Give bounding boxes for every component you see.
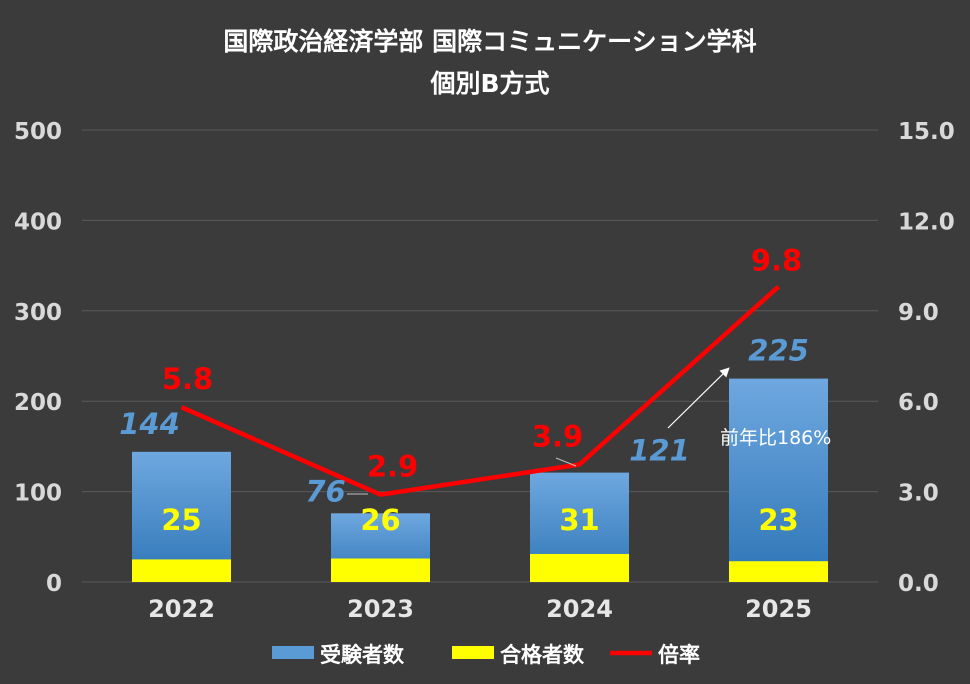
ratio-data-label: 3.9	[532, 419, 583, 453]
legend-swatch	[272, 646, 314, 659]
left-tick-label: 500	[14, 119, 62, 145]
legend-label: 合格者数	[500, 643, 585, 667]
category-label: 2025	[745, 595, 812, 623]
data-labels: 144 25 76 26 121 31 225 23 5.8 2.9 3.9 9.8	[119, 244, 809, 537]
right-tick-label: 12.0	[898, 209, 955, 235]
category-labels: 2022 2023 2024 2025	[148, 595, 812, 623]
passers-bar	[530, 553, 629, 582]
leader-line	[555, 457, 577, 467]
right-tick-label: 0.0	[898, 571, 939, 597]
legend: 受験者数 合格者数 倍率	[272, 643, 700, 667]
left-tick-label: 100	[14, 481, 62, 507]
legend-label: 倍率	[658, 643, 700, 667]
right-tick-label: 9.0	[898, 300, 939, 326]
annotation-label: 前年比186%	[720, 427, 831, 449]
category-label: 2024	[546, 595, 613, 623]
applicants-data-label: 225	[748, 334, 809, 368]
annotation-arrow	[667, 367, 730, 429]
passers-bar	[132, 559, 231, 582]
passers-data-label: 23	[758, 503, 798, 537]
ratio-data-label: 2.9	[367, 450, 418, 484]
left-tick-label: 300	[14, 300, 62, 326]
left-tick-label: 200	[14, 390, 62, 416]
right-tick-label: 15.0	[898, 119, 955, 145]
chart-title: 国際政治経済学部 国際コミュニケーション学科	[223, 27, 756, 56]
applicants-data-label: 121	[629, 434, 690, 468]
category-label: 2023	[347, 595, 414, 623]
ratio-data-label: 9.8	[751, 244, 802, 278]
bars	[132, 378, 828, 582]
ratio-line	[180, 285, 780, 497]
passers-bar	[331, 558, 430, 582]
passers-data-label: 26	[360, 503, 400, 537]
right-axis-ticks: 0.0 3.0 6.0 9.0 12.0 15.0	[898, 119, 955, 597]
category-label: 2022	[148, 595, 215, 623]
applicants-data-label: 144	[119, 407, 180, 441]
passers-data-label: 25	[161, 503, 201, 537]
ratio-data-label: 5.8	[162, 362, 213, 396]
annotation: 前年比186%	[667, 367, 831, 449]
left-tick-label: 0	[46, 571, 62, 597]
legend-label: 受験者数	[320, 643, 405, 667]
passers-bar	[729, 561, 828, 582]
applicants-data-label: 76	[305, 474, 345, 508]
right-tick-label: 6.0	[898, 390, 939, 416]
left-axis-ticks: 0 100 200 300 400 500	[14, 119, 62, 597]
left-tick-label: 400	[14, 209, 62, 235]
passers-data-label: 31	[559, 503, 599, 537]
applicants-bar	[729, 378, 828, 582]
ratio-polyline	[180, 285, 780, 497]
chart-subtitle: 個別B方式	[429, 69, 549, 98]
right-tick-label: 3.0	[898, 481, 939, 507]
legend-swatch	[452, 646, 494, 659]
